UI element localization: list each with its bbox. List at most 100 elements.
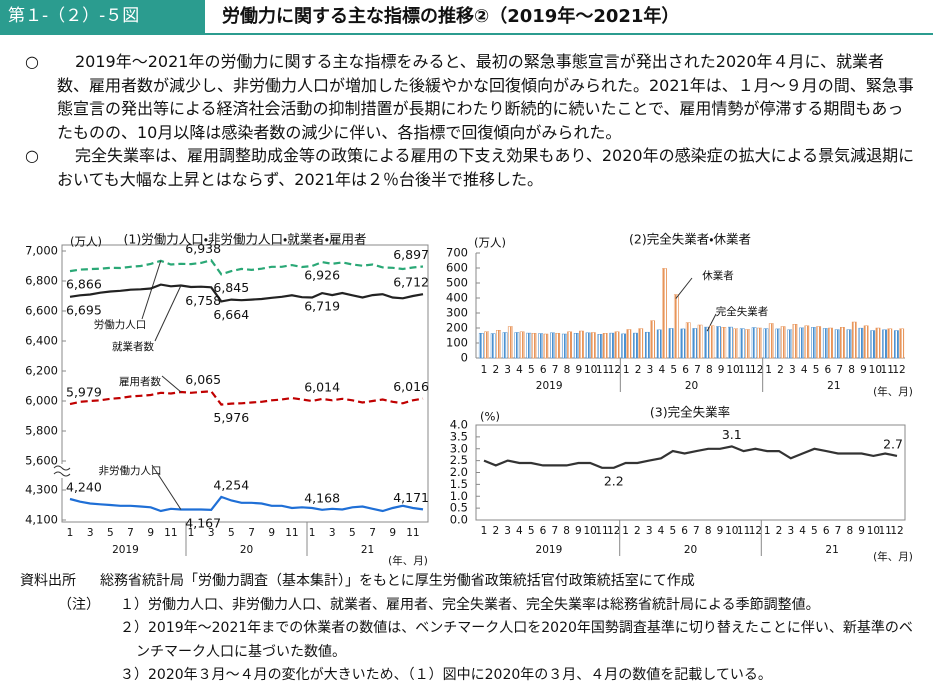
x-tick-label: 10 [869, 364, 882, 376]
x-tick-label: 5 [670, 364, 677, 376]
x-tick-label: 5 [813, 364, 820, 376]
x-tick-label: 1 [622, 525, 629, 537]
bar [894, 330, 899, 359]
y-tick-label: 6,200 [25, 364, 58, 378]
paragraph: ○ 2019年～2021年の労働力に関する主な指標をみると、最初の緊急事態宣言が発… [25, 50, 915, 144]
bar [787, 329, 793, 359]
x-tick-label: 11 [879, 525, 892, 537]
bar [478, 333, 484, 359]
y-tick-label: 600 [446, 261, 468, 275]
x-tick-label: 11 [595, 525, 608, 537]
bar [668, 328, 674, 359]
bar [834, 329, 840, 359]
data-label: 6,845 [213, 280, 249, 295]
y-unit: (%) [480, 410, 500, 424]
y-tick-label: 3.0 [450, 441, 468, 455]
data-label: 5,976 [213, 410, 249, 425]
x-unit: (年、月) [873, 385, 913, 398]
bar [811, 327, 816, 359]
bar [502, 332, 508, 359]
bar [638, 328, 644, 359]
bar [538, 333, 543, 359]
bar [496, 330, 501, 359]
bar [550, 332, 555, 359]
x-group-label: 20 [684, 544, 697, 556]
x-tick-label: 11 [738, 364, 751, 376]
bar [882, 329, 887, 359]
bar [650, 320, 656, 359]
bar [887, 328, 893, 359]
x-tick-label: 2 [777, 364, 784, 376]
bar [531, 333, 537, 359]
data-label: 6,014 [304, 379, 340, 394]
x-tick-label: 1 [481, 364, 488, 376]
data-label: 6,897 [393, 247, 429, 262]
bar [590, 332, 596, 359]
data-label: 6,938 [185, 241, 221, 256]
bar [858, 327, 864, 359]
x-tick-label: 9 [717, 525, 724, 537]
summary: ○ 2019年～2021年の労働力に関する主な指標をみると、最初の緊急事態宣言が発… [25, 50, 915, 191]
bar [822, 328, 828, 359]
x-tick-label: 3 [504, 364, 511, 376]
y-tick-label: 5,800 [25, 424, 58, 438]
series-label: 雇用者数 [119, 375, 161, 388]
source: 資料出所 総務省統計局「労働力調査（基本集計）」をもとに厚生労働省政策統括官付政策… [20, 570, 920, 594]
data-label: 6,695 [66, 302, 102, 317]
x-tick-label: 3 [329, 527, 336, 539]
bar [507, 326, 513, 359]
x-tick-label: 9 [860, 364, 867, 376]
x-tick-label: 5 [349, 527, 356, 539]
x-tick-label: 9 [858, 525, 865, 537]
leader-line [706, 313, 717, 332]
y-tick-label: 4.0 [450, 418, 468, 432]
x-tick-label: 1 [623, 364, 630, 376]
x-tick-label: 12 [890, 525, 903, 537]
x-tick-label: 7 [127, 527, 134, 539]
y-tick-label: 4,100 [25, 513, 58, 527]
x-tick-label: 3 [787, 525, 794, 537]
x-tick-label: 12 [749, 525, 762, 537]
y-tick-label: 0.5 [450, 501, 468, 515]
x-tick-label: 8 [564, 364, 571, 376]
x-tick-label: 6 [682, 364, 689, 376]
x-tick-label: 7 [551, 525, 558, 537]
x-tick-label: 2 [492, 364, 499, 376]
x-tick-label: 8 [706, 364, 713, 376]
bar [816, 326, 822, 359]
bar [863, 325, 869, 359]
leader-line [141, 260, 162, 320]
data-label: 6,664 [213, 307, 249, 322]
series-label: 就業者数 [112, 340, 154, 353]
series-label: 完全失業者 [716, 305, 769, 318]
x-tick-label: 3 [504, 525, 511, 537]
y-tick-label: 6,800 [25, 274, 58, 288]
x-tick-label: 10 [584, 525, 597, 537]
bar [680, 328, 686, 359]
x-tick-label: 1 [764, 525, 771, 537]
x-tick-label: 6 [823, 525, 830, 537]
y-tick-label: 4,300 [25, 483, 58, 497]
bar [626, 329, 632, 359]
bar [621, 333, 627, 359]
x-tick-label: 11 [164, 527, 177, 539]
x-tick-label: 6 [540, 364, 547, 376]
chart-title: (3)完全失業率 [650, 405, 730, 420]
bar [543, 333, 549, 359]
x-tick-label: 4 [516, 525, 523, 537]
x-tick-label: 4 [799, 525, 806, 537]
x-group-label: 21 [827, 380, 840, 392]
note: ２）2019年～2021年までの休業者の数値は、ベンチマーク人口を2020年国勢… [120, 620, 913, 660]
data-label: 6,065 [185, 372, 221, 387]
x-tick-label: 1 [481, 525, 488, 537]
x-tick-label: 4 [659, 364, 666, 376]
x-tick-label: 5 [528, 364, 535, 376]
bar [763, 328, 769, 359]
x-tick-label: 11 [406, 527, 419, 539]
data-label: 6,866 [66, 277, 102, 292]
x-tick-label: 12 [607, 525, 620, 537]
x-tick-label: 2 [634, 525, 641, 537]
y-tick-label: 6,600 [25, 304, 58, 318]
x-group-label: 2019 [536, 380, 563, 392]
x-group-label: 21 [361, 544, 374, 556]
